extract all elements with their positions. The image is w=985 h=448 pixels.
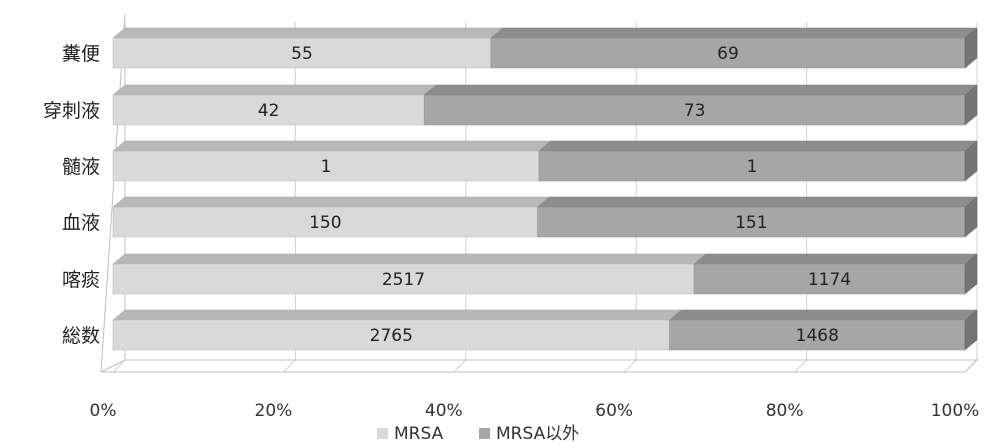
category-label: 糞便 xyxy=(62,43,100,65)
bar-segment xyxy=(112,150,540,182)
data-label: 150 xyxy=(309,213,341,233)
x-tick-label: 60% xyxy=(595,401,633,421)
floor-gridline xyxy=(794,359,807,373)
bar-top-face xyxy=(112,253,707,265)
side-wall-edge xyxy=(100,13,126,373)
bar-side-face xyxy=(964,309,978,351)
data-label: 2517 xyxy=(382,270,425,290)
data-label: 2765 xyxy=(370,326,413,346)
category-label: 穿刺液 xyxy=(43,100,100,122)
floor-gridline xyxy=(453,359,467,373)
bar-top-face xyxy=(693,253,978,265)
category-label: 髄液 xyxy=(62,156,100,178)
x-tick-label: 80% xyxy=(766,401,804,421)
bar-side-face xyxy=(964,253,978,295)
data-label: 1 xyxy=(747,157,758,177)
floor-gridline xyxy=(112,359,126,373)
category-label: 喀痰 xyxy=(62,269,100,291)
bar-top-face xyxy=(536,196,978,208)
x-tick-label: 20% xyxy=(255,401,293,421)
bar-segment xyxy=(669,319,966,351)
bar-segment xyxy=(112,94,425,126)
bar-side-face xyxy=(964,196,978,238)
bar-segment xyxy=(112,37,492,69)
bar-top-face xyxy=(423,84,978,96)
bar-segment xyxy=(537,206,966,238)
chart-floor xyxy=(100,359,979,373)
data-label: 151 xyxy=(735,213,767,233)
legend-label: MRSA xyxy=(394,424,444,444)
bar-side-face xyxy=(964,84,978,126)
bar-segment xyxy=(538,150,966,182)
bar-top-face xyxy=(490,27,978,39)
data-label: 73 xyxy=(684,101,706,121)
data-label: 55 xyxy=(291,44,313,64)
bar-top-face xyxy=(112,196,551,208)
x-tick-label: 100% xyxy=(931,401,980,421)
data-label: 1468 xyxy=(796,326,839,346)
x-tick-label: 0% xyxy=(90,401,117,421)
bar-top-face xyxy=(112,309,683,321)
data-label: 1174 xyxy=(808,270,851,290)
bars: 55 69 42 73 1 1 150 151 2517 1174 2765 1468 xyxy=(112,27,978,351)
data-label: 1 xyxy=(321,157,332,177)
floor-gridline xyxy=(283,359,296,373)
legend-swatch xyxy=(479,428,490,439)
bar-side-face xyxy=(964,27,978,69)
bar-top-face xyxy=(538,140,978,152)
bar-side-face xyxy=(964,140,978,182)
bar-segment xyxy=(112,319,670,351)
bar-top-face xyxy=(112,140,552,152)
data-label: 69 xyxy=(717,44,739,64)
floor-gridline xyxy=(623,359,637,373)
data-label: 42 xyxy=(258,101,280,121)
legend: MRSA MRSA以外 xyxy=(377,424,579,444)
bar-segment xyxy=(112,206,538,238)
bar-top-face xyxy=(112,27,504,39)
bar-segment xyxy=(423,94,966,126)
category-label: 血液 xyxy=(62,212,100,234)
bar-top-face xyxy=(668,309,978,321)
x-tick-label: 40% xyxy=(425,401,463,421)
bar-segment xyxy=(112,263,695,295)
chart-axis xyxy=(100,13,979,373)
legend-swatch xyxy=(377,428,388,439)
category-label: 総数 xyxy=(62,325,100,347)
bar-top-face xyxy=(112,84,437,96)
x-tick-labels: 0% 20% 40% 60% 80% 100% xyxy=(90,401,980,421)
legend-label: MRSA以外 xyxy=(496,424,579,444)
